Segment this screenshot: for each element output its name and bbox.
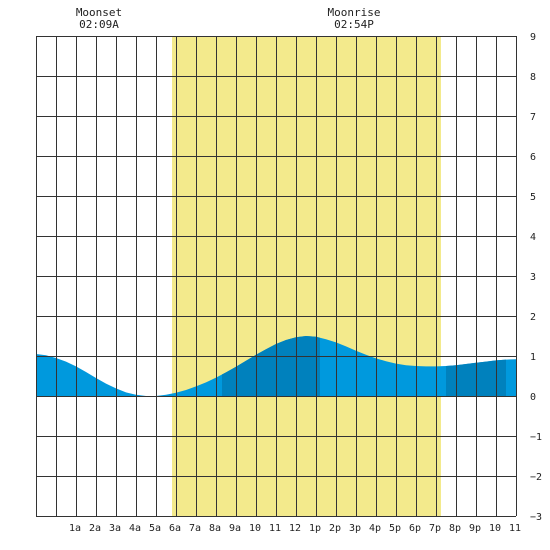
x-tick-label: 6p — [409, 523, 421, 534]
y-tick-label: 3 — [530, 272, 536, 283]
x-tick-label: 4a — [129, 523, 141, 534]
x-tick-labels: 1a 2a 3a 4a 5a 6a 7a 8a 9a 10 11 12 1p 2p 3p 4p 5p 6p 7p 8p… — [69, 523, 521, 534]
y-tick-label: 5 — [530, 192, 536, 203]
y-tick-label: 8 — [530, 72, 536, 83]
x-tick-label: 10 — [489, 523, 501, 534]
moon-event-title: Moonrise — [328, 6, 381, 19]
x-tick-label: 1p — [309, 523, 321, 534]
y-tick-label: 4 — [530, 232, 536, 243]
x-tick-label: 4p — [369, 523, 381, 534]
x-tick-label: 3p — [349, 523, 361, 534]
y-tick-label: 7 — [530, 112, 536, 123]
x-tick-label: 7a — [189, 523, 201, 534]
y-tick-label: −3 — [530, 512, 542, 523]
x-tick-label: 8a — [209, 523, 221, 534]
x-tick-label: 11 — [509, 523, 521, 534]
x-tick-label: 10 — [249, 523, 261, 534]
y-tick-label: 6 — [530, 152, 536, 163]
x-tick-label: 2a — [89, 523, 101, 534]
x-tick-label: 2p — [329, 523, 341, 534]
moon-event-time: 02:54P — [334, 18, 374, 31]
y-tick-label: 9 — [530, 32, 536, 43]
y-tick-label: 1 — [530, 352, 536, 363]
y-tick-labels: −3 −2 −1 0 1 2 3 4 5 6 7 8 9 — [530, 32, 542, 523]
x-tick-label: 8p — [449, 523, 461, 534]
grid-layer — [36, 36, 517, 517]
x-tick-label: 6a — [169, 523, 181, 534]
x-tick-label: 11 — [269, 523, 281, 534]
y-tick-label: −2 — [530, 472, 542, 483]
x-tick-label: 9p — [469, 523, 481, 534]
moon-event-time: 02:09A — [79, 18, 119, 31]
y-tick-label: 0 — [530, 392, 536, 403]
moon-event-title: Moonset — [76, 6, 122, 19]
x-tick-label: 12 — [289, 523, 301, 534]
x-tick-label: 7p — [429, 523, 441, 534]
x-tick-label: 5p — [389, 523, 401, 534]
y-tick-label: −1 — [530, 432, 542, 443]
y-tick-label: 2 — [530, 312, 536, 323]
x-tick-label: 9a — [229, 523, 241, 534]
x-tick-label: 3a — [109, 523, 121, 534]
x-tick-label: 1a — [69, 523, 81, 534]
x-tick-label: 5a — [149, 523, 161, 534]
